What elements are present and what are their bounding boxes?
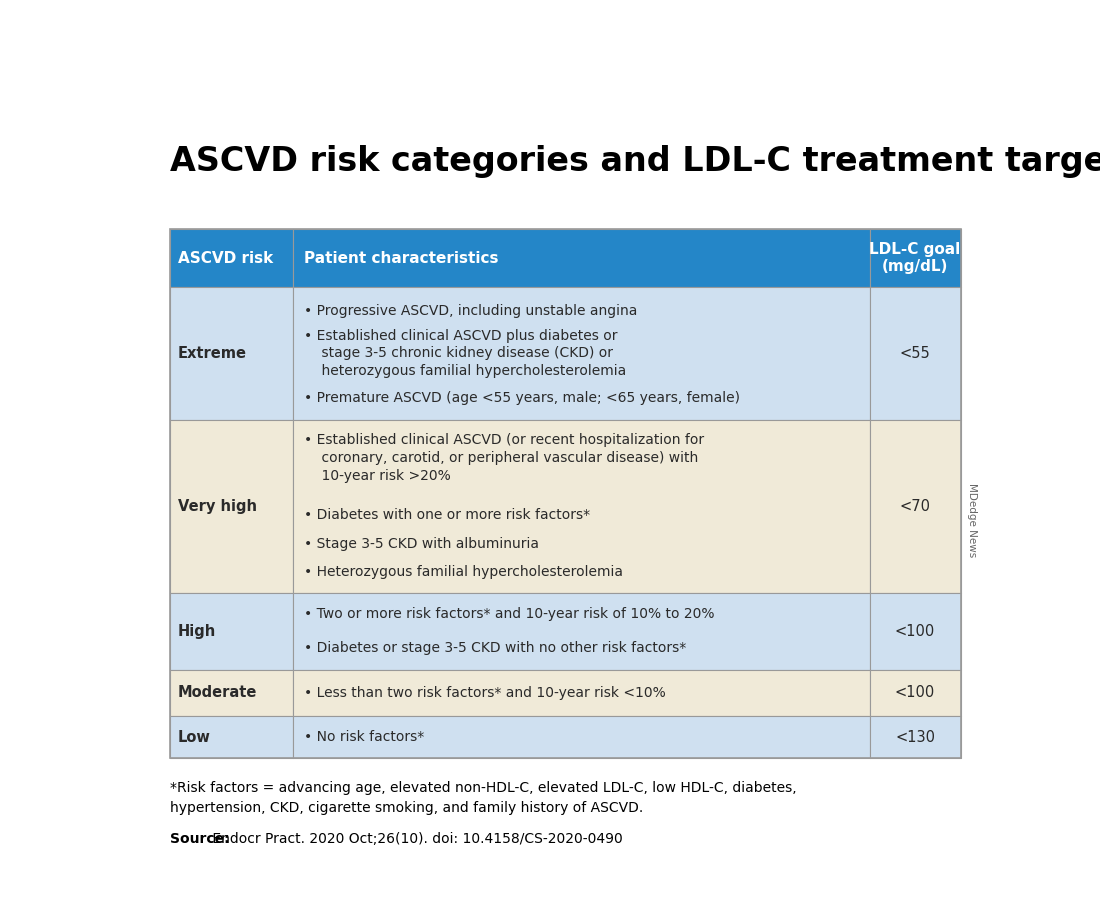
- Text: • Less than two risk factors* and 10-year risk <10%: • Less than two risk factors* and 10-yea…: [305, 686, 666, 700]
- Bar: [293, 716, 870, 758]
- Bar: [293, 669, 870, 716]
- Text: • Two or more risk factors* and 10-year risk of 10% to 20%: • Two or more risk factors* and 10-year …: [305, 607, 715, 622]
- Text: • Stage 3-5 CKD with albuminuria: • Stage 3-5 CKD with albuminuria: [305, 537, 539, 551]
- Text: <130: <130: [895, 730, 935, 745]
- Text: Low: Low: [178, 730, 211, 745]
- Bar: [293, 592, 870, 669]
- Bar: [170, 669, 293, 716]
- Text: • Established clinical ASCVD (or recent hospitalization for
    coronary, caroti: • Established clinical ASCVD (or recent …: [305, 433, 704, 482]
- Bar: [293, 229, 870, 287]
- Bar: [870, 287, 960, 420]
- Bar: [870, 716, 960, 758]
- Text: High: High: [178, 624, 216, 639]
- Text: • Established clinical ASCVD plus diabetes or
    stage 3-5 chronic kidney disea: • Established clinical ASCVD plus diabet…: [305, 328, 627, 378]
- Bar: [170, 716, 293, 758]
- Bar: [293, 287, 870, 420]
- Bar: [170, 287, 293, 420]
- Text: ASCVD risk categories and LDL-C treatment targets: ASCVD risk categories and LDL-C treatmen…: [170, 145, 1100, 178]
- Text: • Diabetes or stage 3-5 CKD with no other risk factors*: • Diabetes or stage 3-5 CKD with no othe…: [305, 641, 686, 656]
- Text: Very high: Very high: [178, 499, 256, 514]
- Bar: [870, 420, 960, 592]
- Text: <55: <55: [900, 346, 931, 361]
- Bar: [170, 420, 293, 592]
- Text: LDL-C goal
(mg/dL): LDL-C goal (mg/dL): [869, 242, 960, 274]
- Text: <100: <100: [895, 685, 935, 701]
- Text: *Risk factors = advancing age, elevated non-HDL-C, elevated LDL-C, low HDL-C, di: *Risk factors = advancing age, elevated …: [170, 781, 796, 815]
- Text: <70: <70: [900, 499, 931, 514]
- Text: MDedge News: MDedge News: [967, 483, 977, 558]
- Text: • Progressive ASCVD, including unstable angina: • Progressive ASCVD, including unstable …: [305, 304, 638, 318]
- Text: Patient characteristics: Patient characteristics: [305, 250, 498, 266]
- Text: Endocr Pract. 2020 Oct;26(10). doi: 10.4158/CS-2020-0490: Endocr Pract. 2020 Oct;26(10). doi: 10.4…: [208, 832, 623, 845]
- Text: Moderate: Moderate: [178, 685, 257, 701]
- Bar: [870, 669, 960, 716]
- Bar: [170, 229, 960, 758]
- Text: • Diabetes with one or more risk factors*: • Diabetes with one or more risk factors…: [305, 508, 591, 522]
- Bar: [870, 592, 960, 669]
- Bar: [170, 229, 293, 287]
- Text: Source:: Source:: [170, 832, 230, 845]
- Text: • No risk factors*: • No risk factors*: [305, 730, 425, 745]
- Text: • Premature ASCVD (age <55 years, male; <65 years, female): • Premature ASCVD (age <55 years, male; …: [305, 392, 740, 405]
- Text: <100: <100: [895, 624, 935, 639]
- Text: • Heterozygous familial hypercholesterolemia: • Heterozygous familial hypercholesterol…: [305, 565, 624, 579]
- Bar: [170, 592, 293, 669]
- Text: ASCVD risk: ASCVD risk: [178, 250, 273, 266]
- Text: Extreme: Extreme: [178, 346, 246, 361]
- Bar: [870, 229, 960, 287]
- Bar: [293, 420, 870, 592]
